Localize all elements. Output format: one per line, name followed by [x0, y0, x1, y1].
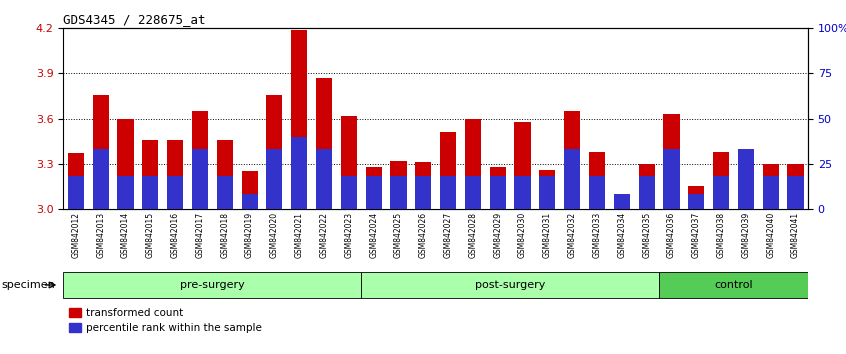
- Bar: [316, 78, 332, 209]
- Bar: [514, 176, 530, 209]
- Bar: [713, 176, 729, 209]
- Bar: [266, 149, 283, 209]
- Bar: [738, 153, 754, 209]
- Text: GSM842041: GSM842041: [791, 212, 800, 258]
- Bar: [464, 176, 481, 209]
- Text: GSM842016: GSM842016: [171, 212, 179, 258]
- Bar: [589, 176, 605, 209]
- Bar: [217, 140, 233, 209]
- Bar: [142, 176, 158, 209]
- Text: GSM842038: GSM842038: [717, 212, 726, 258]
- Text: GSM842032: GSM842032: [568, 212, 577, 258]
- Bar: [192, 149, 208, 209]
- Text: GSM842013: GSM842013: [96, 212, 105, 258]
- Text: GSM842025: GSM842025: [394, 212, 403, 258]
- Text: GSM842031: GSM842031: [543, 212, 552, 258]
- Bar: [464, 119, 481, 209]
- Bar: [663, 114, 679, 209]
- Bar: [762, 164, 779, 209]
- Bar: [390, 176, 407, 209]
- Text: GSM842017: GSM842017: [195, 212, 205, 258]
- FancyBboxPatch shape: [361, 272, 659, 298]
- Text: GSM842020: GSM842020: [270, 212, 279, 258]
- Bar: [440, 176, 456, 209]
- Bar: [142, 140, 158, 209]
- Bar: [167, 140, 184, 209]
- Bar: [688, 186, 705, 209]
- Bar: [415, 176, 431, 209]
- Text: GSM842040: GSM842040: [766, 212, 775, 258]
- Bar: [415, 162, 431, 209]
- Text: GSM842030: GSM842030: [518, 212, 527, 258]
- Bar: [613, 194, 630, 209]
- Bar: [639, 176, 655, 209]
- Bar: [68, 176, 84, 209]
- Text: GSM842034: GSM842034: [618, 212, 626, 258]
- Bar: [316, 149, 332, 209]
- Text: pre-surgery: pre-surgery: [180, 280, 244, 290]
- Bar: [291, 137, 307, 209]
- Text: GSM842022: GSM842022: [320, 212, 328, 258]
- Bar: [241, 171, 258, 209]
- Text: GSM842033: GSM842033: [592, 212, 602, 258]
- Bar: [613, 194, 630, 209]
- Bar: [539, 176, 556, 209]
- Bar: [788, 164, 804, 209]
- Bar: [539, 170, 556, 209]
- Bar: [788, 176, 804, 209]
- Bar: [341, 176, 357, 209]
- FancyBboxPatch shape: [63, 272, 361, 298]
- Text: GSM842023: GSM842023: [344, 212, 354, 258]
- Bar: [688, 194, 705, 209]
- Bar: [490, 176, 506, 209]
- Text: GSM842012: GSM842012: [71, 212, 80, 258]
- Bar: [365, 167, 382, 209]
- Bar: [564, 111, 580, 209]
- Bar: [365, 176, 382, 209]
- Bar: [738, 149, 754, 209]
- Bar: [266, 95, 283, 209]
- Bar: [762, 176, 779, 209]
- Text: GSM842026: GSM842026: [419, 212, 428, 258]
- Text: GSM842037: GSM842037: [692, 212, 700, 258]
- Bar: [291, 30, 307, 209]
- Text: GSM842019: GSM842019: [245, 212, 254, 258]
- Bar: [118, 176, 134, 209]
- Text: GSM842035: GSM842035: [642, 212, 651, 258]
- Bar: [341, 115, 357, 209]
- Text: GSM842039: GSM842039: [741, 212, 750, 258]
- Bar: [639, 164, 655, 209]
- Text: GSM842028: GSM842028: [469, 212, 477, 258]
- Bar: [663, 149, 679, 209]
- Bar: [440, 132, 456, 209]
- Bar: [490, 167, 506, 209]
- FancyBboxPatch shape: [659, 272, 808, 298]
- Text: specimen: specimen: [2, 280, 56, 290]
- Bar: [192, 111, 208, 209]
- Bar: [514, 122, 530, 209]
- Text: GSM842018: GSM842018: [220, 212, 229, 258]
- Text: GSM842036: GSM842036: [667, 212, 676, 258]
- Bar: [241, 194, 258, 209]
- Bar: [390, 161, 407, 209]
- Bar: [564, 149, 580, 209]
- Bar: [68, 153, 84, 209]
- Text: GSM842029: GSM842029: [493, 212, 503, 258]
- Text: GDS4345 / 228675_at: GDS4345 / 228675_at: [63, 13, 206, 26]
- Text: GSM842021: GSM842021: [294, 212, 304, 258]
- Text: GSM842027: GSM842027: [443, 212, 453, 258]
- Bar: [118, 119, 134, 209]
- Bar: [589, 152, 605, 209]
- Text: control: control: [714, 280, 753, 290]
- Bar: [92, 149, 109, 209]
- Bar: [167, 176, 184, 209]
- Text: GSM842015: GSM842015: [146, 212, 155, 258]
- Legend: transformed count, percentile rank within the sample: transformed count, percentile rank withi…: [69, 308, 262, 333]
- Bar: [713, 152, 729, 209]
- Bar: [92, 95, 109, 209]
- Text: GSM842014: GSM842014: [121, 212, 130, 258]
- Text: GSM842024: GSM842024: [369, 212, 378, 258]
- Text: post-surgery: post-surgery: [475, 280, 546, 290]
- Bar: [217, 176, 233, 209]
